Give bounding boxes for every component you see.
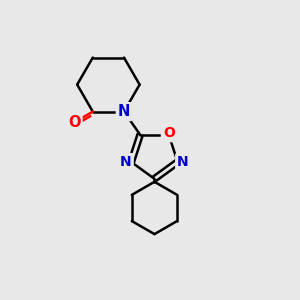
Text: N: N	[177, 155, 189, 169]
Text: N: N	[120, 155, 132, 169]
Text: O: O	[68, 115, 80, 130]
Text: O: O	[163, 126, 175, 140]
Text: N: N	[118, 104, 130, 119]
